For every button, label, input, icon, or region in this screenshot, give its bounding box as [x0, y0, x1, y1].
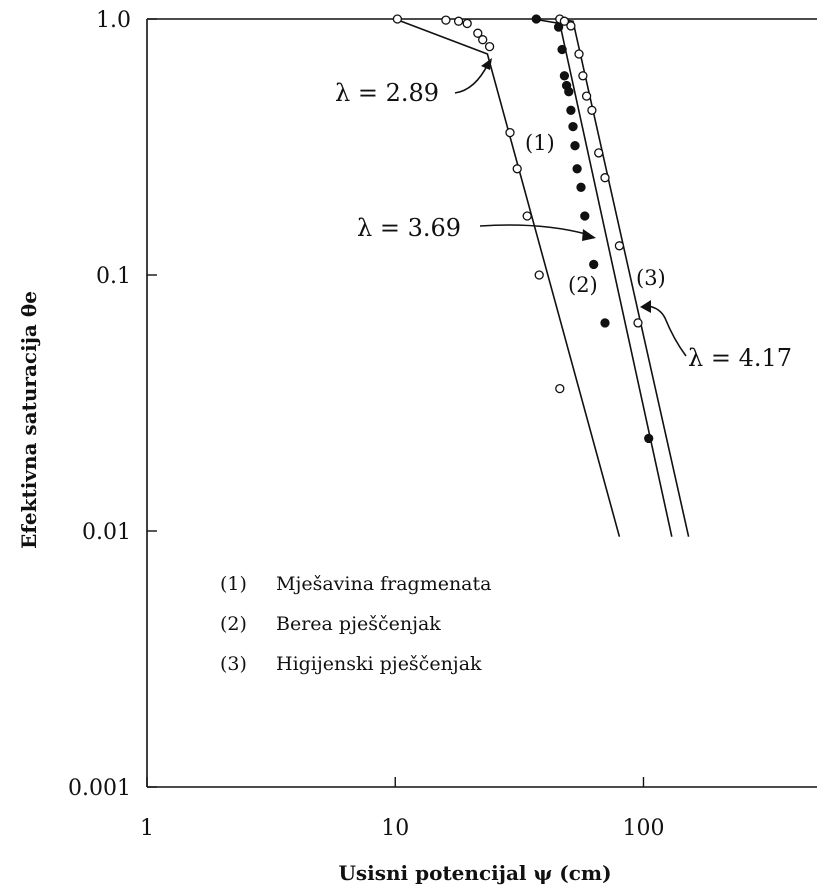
legend-text-3: Higijenski pješčenjak — [276, 653, 482, 675]
series-1-point — [441, 15, 451, 25]
lambda-label-2: λ = 3.69 — [357, 214, 461, 242]
y-tick-label: 0.1 — [96, 264, 131, 289]
series-1-point — [484, 41, 495, 52]
series-2-point — [570, 141, 580, 151]
legend-num-2: (2) — [220, 613, 247, 635]
series-2-point — [568, 121, 578, 132]
series-1-point — [534, 270, 544, 280]
series-2-point — [600, 318, 610, 328]
legend: (1) Mješavina fragmenata (2) Berea pješč… — [220, 573, 491, 675]
series-points — [392, 14, 654, 444]
series-1-point — [478, 35, 488, 45]
series-1-point — [512, 164, 522, 174]
curve-label-1: (1) — [525, 131, 555, 155]
x-axis-title: Usisni potencijal ψ (cm) — [338, 861, 611, 885]
y-tick-label: 1.0 — [96, 8, 131, 33]
series-1-point — [505, 127, 515, 138]
curve-label-2: (2) — [568, 273, 598, 297]
series-2-point — [531, 14, 541, 24]
series-3-point — [578, 71, 588, 81]
series-1-point — [462, 18, 472, 29]
series-1-point — [392, 14, 403, 24]
series-3-point — [581, 91, 592, 101]
legend-num-1: (1) — [220, 573, 247, 595]
series-3-point — [614, 241, 625, 251]
series-1-point — [522, 211, 532, 221]
series-2-point — [564, 87, 574, 97]
lambda-arrowhead-3 — [640, 300, 651, 313]
series-2-point — [576, 182, 586, 192]
series-line-1 — [394, 18, 621, 537]
series-1-point — [555, 383, 565, 394]
series-2-point — [580, 211, 590, 221]
series-3-point — [587, 105, 597, 115]
series-2-point — [589, 259, 599, 270]
lambda-arrow-2 — [479, 224, 587, 235]
series-3-point — [633, 318, 643, 328]
lambda-arrowhead-1 — [481, 58, 492, 70]
series-3-point — [574, 49, 584, 59]
y-tick-label: 0.01 — [82, 520, 131, 545]
series-2-point — [559, 71, 570, 81]
series-3-point — [566, 21, 576, 31]
series-3-point — [594, 148, 604, 158]
axes — [146, 18, 817, 788]
series-1-point — [453, 16, 464, 26]
series-1-point — [473, 28, 483, 38]
x-tick-label: 100 — [622, 816, 664, 841]
tick-labels: 1.0 0.1 0.01 0.001 1 10 100 — [68, 8, 664, 841]
lambda-label-3: λ = 4.17 — [688, 344, 792, 372]
legend-text-1: Mješavina fragmenata — [276, 573, 491, 595]
series-2-point — [644, 433, 654, 444]
legend-text-2: Berea pješčenjak — [276, 613, 441, 635]
lambda-arrow-3 — [647, 305, 687, 357]
series-2-point — [572, 164, 582, 174]
curve-label-3: (3) — [636, 266, 666, 290]
y-axis-title: Efektivna saturacija θe — [17, 291, 41, 549]
x-tick-label: 1 — [140, 816, 154, 841]
series-3-point — [600, 173, 610, 183]
x-tick-label: 10 — [381, 816, 409, 841]
lambda-arrow-1 — [454, 63, 489, 94]
lambda-arrowhead-2 — [582, 229, 596, 241]
lambda-label-1: λ = 2.89 — [335, 79, 439, 107]
series-2-point — [557, 44, 567, 55]
legend-num-3: (3) — [220, 653, 247, 675]
series-3-point — [559, 16, 570, 26]
series-2-point — [566, 105, 576, 115]
y-tick-label: 0.001 — [68, 776, 131, 801]
